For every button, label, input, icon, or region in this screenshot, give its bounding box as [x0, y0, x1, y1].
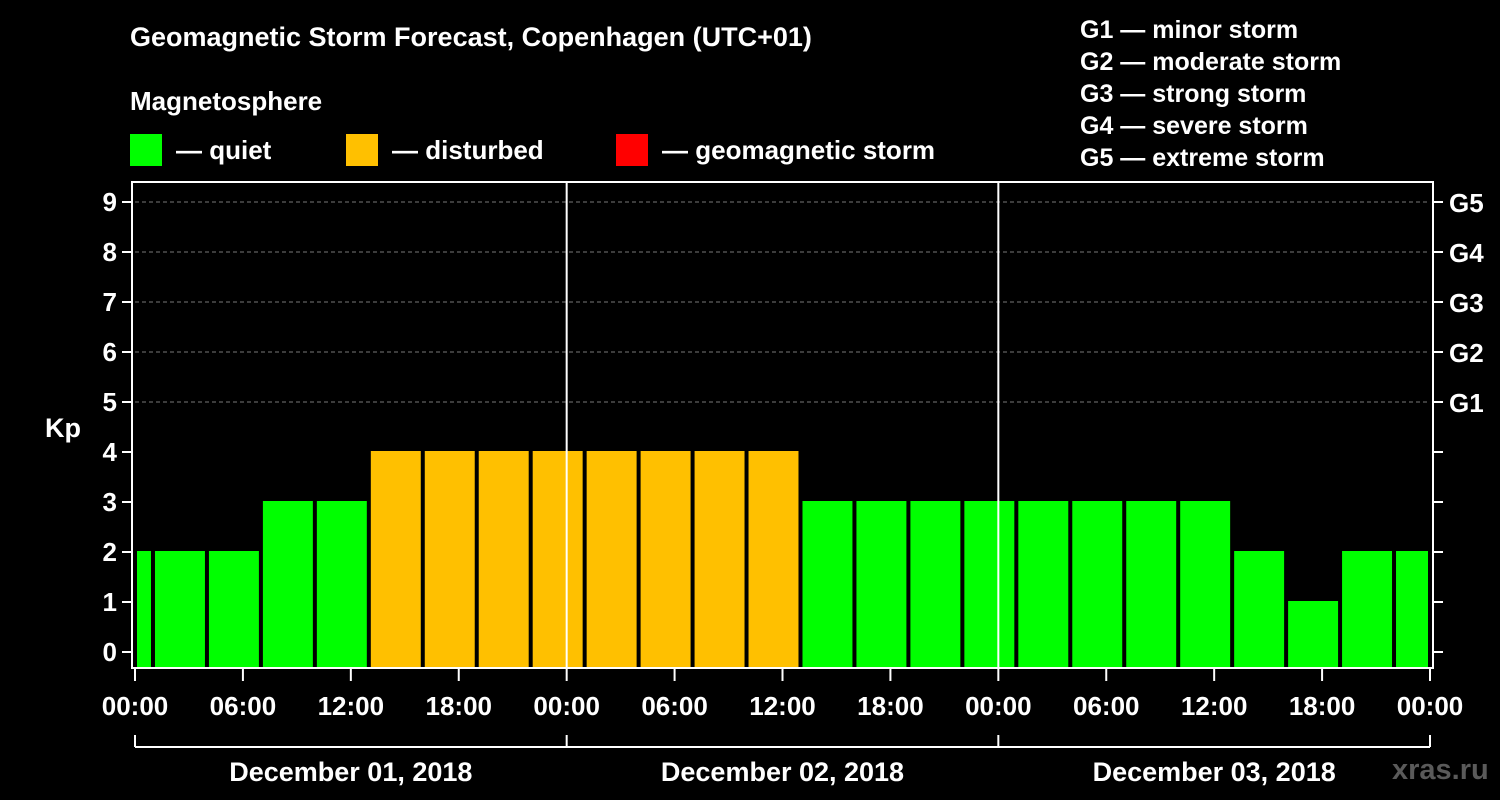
kp-bar: [586, 451, 637, 668]
storm-scale-g5: G5 — extreme storm: [1080, 144, 1325, 172]
storm-scale-g1: G1 — minor storm: [1080, 16, 1299, 44]
storm-level-label: G5: [1449, 188, 1484, 218]
kp-bar: [137, 551, 151, 668]
x-tick-label: 00:00: [102, 691, 169, 721]
y-tick-label: 7: [103, 287, 117, 317]
kp-bar: [802, 501, 853, 668]
kp-bar: [1126, 501, 1177, 668]
kp-bar: [1234, 551, 1285, 668]
kp-bar: [1018, 501, 1069, 668]
kp-bar: [694, 451, 745, 668]
y-tick-label: 0: [103, 637, 117, 667]
legend-quiet-swatch: [130, 134, 162, 166]
kp-bar: [370, 451, 421, 668]
legend-quiet: — quiet: [130, 133, 271, 167]
y-tick-label: 9: [103, 187, 117, 217]
legend-disturbed-label: — disturbed: [392, 134, 544, 165]
axes-layer: 0 1 2 3 4 5 6 7 8 9 G1 G2 G3 G4 G5 00:00 06:00 12:00 18:00…: [102, 181, 1484, 787]
kp-bar: [640, 451, 691, 668]
x-tick-label: 18:00: [857, 691, 924, 721]
storm-scale-g4: G4 — severe storm: [1080, 112, 1308, 140]
x-tick-label: 00:00: [533, 691, 600, 721]
kp-bar: [1288, 601, 1339, 668]
kp-bar: [856, 501, 907, 668]
legend-disturbed-swatch: [346, 134, 378, 166]
chart-title: Geomagnetic Storm Forecast, Copenhagen (…: [130, 22, 812, 52]
y-tick-label: 1: [103, 587, 117, 617]
y-tick-label: 4: [103, 437, 118, 467]
legend-storm-label: — geomagnetic storm: [662, 134, 936, 165]
legend-storm: — geomagnetic storm: [616, 133, 935, 167]
kp-bar: [478, 451, 529, 668]
y-tick-label: 6: [103, 337, 117, 367]
legend-disturbed: — disturbed: [346, 133, 544, 167]
x-tick-label: 00:00: [965, 691, 1032, 721]
kp-bar: [1072, 501, 1123, 668]
kp-bar: [1180, 501, 1231, 668]
y-tick-label: 3: [103, 487, 117, 517]
x-tick-label: 12:00: [1181, 691, 1248, 721]
x-tick-label: 06:00: [641, 691, 708, 721]
storm-level-label: G1: [1449, 388, 1484, 418]
grid-layer: [135, 201, 1430, 403]
x-tick-label: 12:00: [318, 691, 385, 721]
y-tick-label: 8: [103, 237, 117, 267]
legend-storm-swatch: [616, 134, 648, 166]
kp-bar: [262, 501, 313, 668]
x-tick-label: 06:00: [210, 691, 277, 721]
kp-bar: [424, 451, 475, 668]
kp-bar: [1342, 551, 1393, 668]
storm-scale-g2: G2 — moderate storm: [1080, 48, 1342, 76]
storm-level-label: G3: [1449, 288, 1484, 318]
kp-bar: [316, 501, 367, 668]
bars-layer: [137, 451, 1428, 668]
day-label: December 03, 2018: [1093, 757, 1336, 787]
y-tick-label: 5: [103, 387, 117, 417]
x-tick-label: 18:00: [1289, 691, 1356, 721]
storm-level-label: G2: [1449, 338, 1484, 368]
x-tick-label: 00:00: [1397, 691, 1464, 721]
day-label: December 02, 2018: [661, 757, 904, 787]
legend-quiet-label: — quiet: [176, 134, 272, 165]
day-label: December 01, 2018: [229, 757, 472, 787]
x-tick-label: 18:00: [426, 691, 493, 721]
magnetosphere-label: Magnetosphere: [130, 86, 323, 116]
kp-bar: [748, 451, 799, 668]
storm-scale-legend: G1 — minor storm G2 — moderate storm G3 …: [1080, 14, 1341, 174]
y-axis-label: Kp: [45, 413, 81, 443]
kp-bar: [208, 551, 259, 668]
kp-bar: [532, 451, 583, 668]
storm-scale-g3: G3 — strong storm: [1080, 80, 1307, 108]
storm-level-label: G4: [1449, 238, 1484, 268]
y-tick-label: 2: [103, 537, 117, 567]
kp-bar: [154, 551, 205, 668]
kp-bar: [1396, 551, 1428, 668]
x-tick-label: 12:00: [749, 691, 816, 721]
watermark: xras.ru: [1392, 754, 1489, 786]
kp-bar: [964, 501, 1015, 668]
kp-bar: [910, 501, 961, 668]
x-tick-label: 06:00: [1073, 691, 1140, 721]
